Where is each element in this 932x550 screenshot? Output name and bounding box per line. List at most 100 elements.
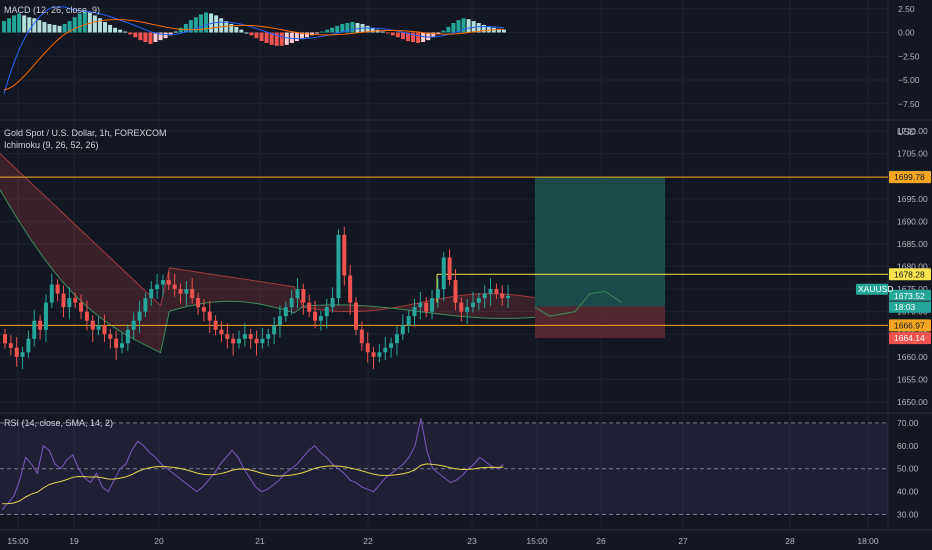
- candle: [190, 289, 195, 299]
- price-axis-label: 1705.00: [897, 149, 928, 159]
- macd-histogram-bar: [22, 15, 27, 33]
- price-tag: [889, 332, 931, 345]
- macd-histogram-bar: [400, 32, 405, 40]
- macd-histogram-bar: [214, 15, 219, 33]
- candle: [131, 320, 136, 330]
- macd-histogram-bar: [461, 18, 466, 33]
- candle: [114, 338, 119, 348]
- candle: [377, 352, 382, 357]
- macd-histogram-bar: [188, 20, 193, 33]
- price-axis-label: 1710.00: [897, 126, 928, 136]
- candle: [254, 338, 259, 344]
- candle: [8, 343, 13, 348]
- candle: [49, 284, 54, 303]
- macd-signal-line: [3, 19, 504, 91]
- candle: [476, 298, 481, 303]
- candle: [506, 295, 511, 299]
- candle: [283, 307, 288, 317]
- candle: [336, 234, 341, 299]
- time-tick-label: 22: [363, 536, 373, 546]
- ichimoku-title: Ichimoku (9, 26, 52, 26): [4, 140, 99, 150]
- candle: [359, 329, 364, 344]
- candle: [295, 289, 300, 299]
- candle: [55, 284, 60, 294]
- macd-line: [3, 6, 504, 95]
- candle: [102, 325, 107, 335]
- macd-histogram-bar: [138, 32, 143, 41]
- macd-histogram-bar: [315, 32, 320, 34]
- price-tag: [889, 289, 931, 302]
- candle: [494, 289, 499, 294]
- macd-histogram-bar: [37, 20, 42, 33]
- macd-histogram-bar: [173, 31, 178, 33]
- candle: [435, 289, 440, 299]
- macd-histogram-bar: [390, 32, 395, 36]
- price-axis-label: 1695.00: [897, 194, 928, 204]
- candle: [459, 302, 464, 312]
- candle: [3, 334, 7, 344]
- candle: [272, 325, 277, 335]
- time-tick-label: 27: [678, 536, 688, 546]
- macd-histogram-bar: [47, 23, 52, 33]
- candle: [143, 298, 148, 312]
- macd-histogram-bar: [406, 32, 410, 42]
- macd-histogram-bar: [7, 18, 12, 33]
- macd-histogram-bar: [289, 32, 294, 43]
- macd-histogram-bar: [143, 32, 148, 42]
- macd-histogram-bar: [325, 29, 330, 33]
- macd-title: MACD (12, 26, close, 9): [4, 5, 101, 15]
- candle: [213, 320, 218, 330]
- candle: [184, 289, 189, 294]
- macd-histogram-bar: [229, 23, 234, 33]
- macd-histogram-bar: [42, 22, 47, 33]
- price-title: Gold Spot / U.S. Dollar, 1h, FOREXCOM: [4, 128, 167, 138]
- macd-histogram-bar: [2, 21, 6, 33]
- candle: [125, 329, 130, 344]
- price-tag-label: 1664.14: [894, 333, 925, 343]
- time-tick-label: 28: [785, 536, 795, 546]
- macd-histogram-bar: [224, 21, 229, 33]
- macd-axis-label: 0.00: [898, 28, 915, 38]
- price-axis-label: 1650.00: [897, 397, 928, 407]
- macd-histogram-bar: [501, 29, 506, 33]
- macd-histogram-bar: [128, 32, 133, 35]
- macd-histogram-bar: [97, 18, 102, 33]
- macd-histogram-bar: [148, 32, 153, 44]
- macd-histogram-bar: [77, 13, 82, 33]
- macd-histogram-bar: [234, 26, 239, 33]
- candle: [307, 302, 312, 312]
- candle: [389, 343, 394, 348]
- macd-histogram-bar: [52, 24, 57, 33]
- candle: [465, 307, 470, 312]
- macd-histogram-bar: [62, 23, 67, 33]
- macd-histogram-bar: [108, 24, 113, 33]
- time-tick-label: 19: [69, 536, 79, 546]
- candle: [424, 302, 429, 312]
- ichimoku-cloud: [0, 153, 535, 353]
- macd-histogram-bar: [209, 13, 214, 33]
- macd-histogram-bar: [123, 31, 128, 33]
- rsi-axis-label: 70.00: [897, 418, 919, 428]
- macd-histogram-bar: [446, 26, 451, 33]
- macd-histogram-bar: [82, 11, 87, 33]
- currency-label: USD: [897, 127, 917, 137]
- ichimoku-span-a: [0, 189, 536, 354]
- time-tick-label: 23: [467, 536, 477, 546]
- candle: [149, 289, 154, 299]
- macd-histogram-bar: [416, 32, 421, 43]
- candle: [400, 325, 405, 335]
- macd-histogram-bar: [355, 23, 360, 33]
- price-axis-label: 1685.00: [897, 239, 928, 249]
- macd-histogram-bar: [330, 27, 335, 33]
- ichimoku-span-b: [0, 153, 536, 313]
- macd-histogram-bar: [274, 32, 279, 46]
- candle: [155, 284, 160, 290]
- macd-histogram-bar: [299, 32, 304, 40]
- candle: [488, 289, 493, 294]
- candle: [137, 311, 142, 321]
- macd-histogram-bar: [87, 12, 92, 33]
- candle: [371, 352, 376, 357]
- macd-histogram-bar: [451, 23, 456, 33]
